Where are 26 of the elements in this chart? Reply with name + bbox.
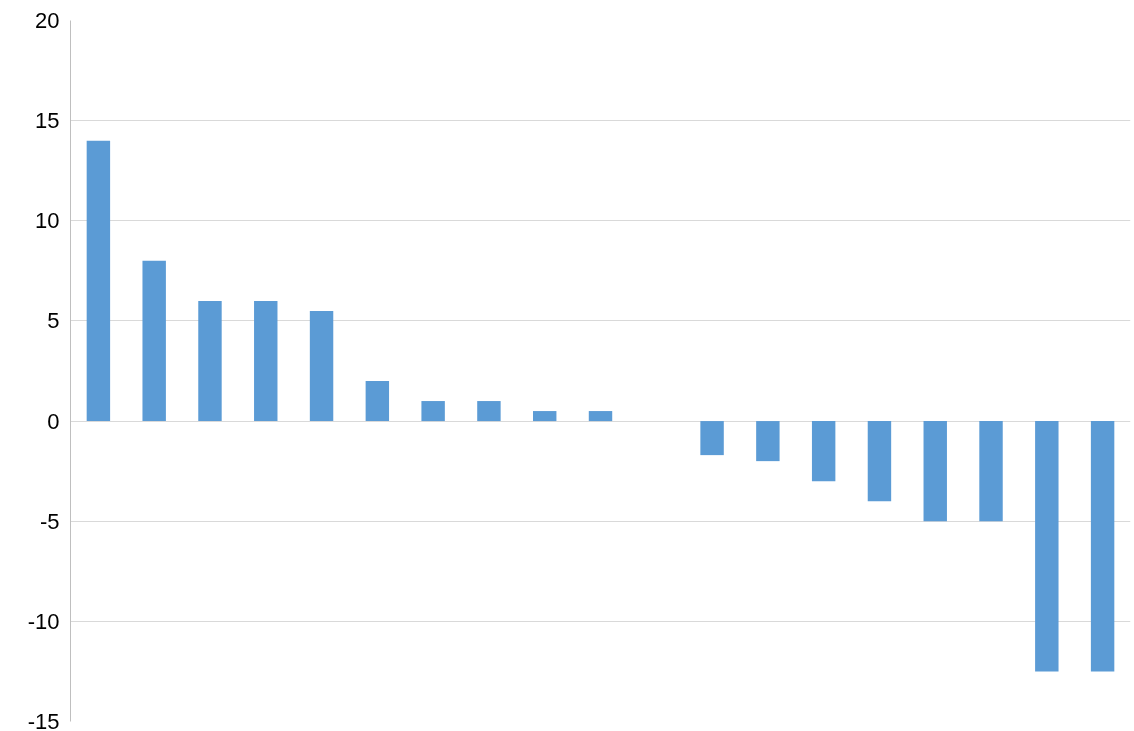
y-tick-label: -10 xyxy=(27,608,60,634)
bar xyxy=(700,421,724,456)
bar xyxy=(254,300,278,422)
y-tick-label: 0 xyxy=(47,408,60,434)
bar xyxy=(923,421,947,522)
bar xyxy=(142,260,166,422)
y-tick-label: 5 xyxy=(47,308,60,334)
bar xyxy=(309,310,334,422)
bar xyxy=(1035,421,1059,672)
bar xyxy=(588,411,613,422)
bar xyxy=(811,421,836,482)
bar xyxy=(756,421,780,462)
bar xyxy=(532,411,557,422)
bar xyxy=(1090,421,1115,672)
y-tick-label: 10 xyxy=(35,208,60,234)
bar xyxy=(365,381,390,422)
y-tick-label: 20 xyxy=(35,8,60,33)
bar xyxy=(477,401,501,422)
y-tick-label: 15 xyxy=(35,108,60,134)
bar xyxy=(421,401,445,422)
y-tick-label: -5 xyxy=(39,508,60,534)
bar xyxy=(86,140,111,422)
bar xyxy=(867,421,892,502)
bar xyxy=(198,300,222,422)
y-tick-label: -15 xyxy=(27,709,60,731)
bar xyxy=(979,421,1003,522)
